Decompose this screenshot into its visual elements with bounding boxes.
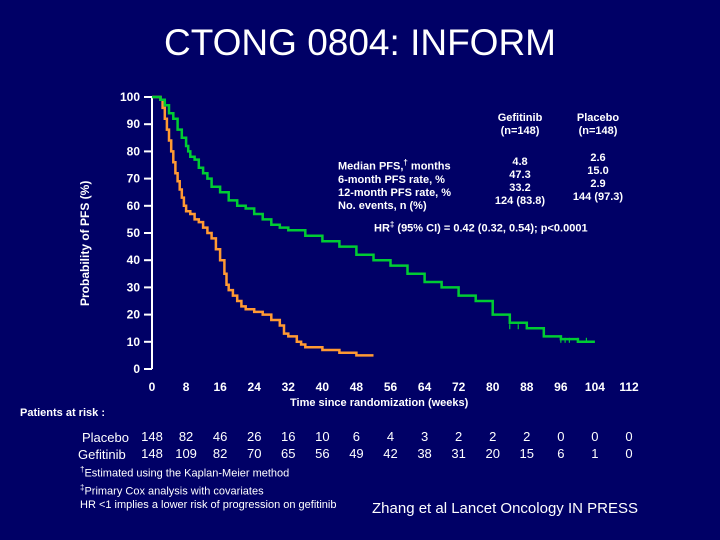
x-tick-label-24: 24 <box>248 380 262 394</box>
gefitinib-12m: 33.2 <box>509 182 531 194</box>
x-tick-label-8: 8 <box>183 380 190 394</box>
y-tick-label-100: 100 <box>120 90 140 104</box>
events-label: No. events, n (%) <box>338 199 427 212</box>
risk-placebo-value: 2 <box>523 429 530 444</box>
y-tick-label-40: 40 <box>127 253 141 267</box>
risk-gefitinib-value: 38 <box>417 446 431 461</box>
risk-placebo-value: 0 <box>591 429 598 444</box>
placebo-stats: 2.6 15.0 2.9 144 (97.3) <box>562 152 634 204</box>
hazard-ratio: HR‡ (95% CI) = 0.42 (0.32, 0.54); p<0.00… <box>374 220 588 235</box>
footnote-3: HR <1 implies a lower risk of progressio… <box>80 499 337 512</box>
gefitinib-6m: 47.3 <box>509 169 531 181</box>
x-tick-label-64: 64 <box>418 380 432 394</box>
x-tick-label-32: 32 <box>282 380 296 394</box>
risk-gefitinib-value: 56 <box>315 446 329 461</box>
risk-gefitinib-value: 109 <box>175 446 197 461</box>
risk-placebo-value: 82 <box>179 429 193 444</box>
gefitinib-median: 4.8 <box>512 156 528 168</box>
placebo-12m: 2.9 <box>590 178 606 190</box>
footnote-1: †Estimated using the Kaplan-Meier method <box>80 465 290 480</box>
x-tick-label-72: 72 <box>452 380 466 394</box>
x-tick-label-16: 16 <box>213 380 227 394</box>
placebo-6m: 15.0 <box>587 165 609 177</box>
legend-placebo: Placebo (n=148) <box>562 112 634 138</box>
six-month-label: 6-month PFS rate, % <box>338 173 445 186</box>
x-tick-label-0: 0 <box>149 380 156 394</box>
x-tick-label-88: 88 <box>520 380 534 394</box>
risk-gefitinib-value: 49 <box>349 446 363 461</box>
y-tick-label-30: 30 <box>127 280 141 294</box>
risk-gefitinib-value: 148 <box>141 446 163 461</box>
legend-gefitinib: Gefitinib (n=148) <box>484 112 556 138</box>
citation: Zhang et al Lancet Oncology IN PRESS <box>372 500 638 517</box>
y-tick-label-70: 70 <box>127 172 141 186</box>
risk-gefitinib-value: 0 <box>625 446 632 461</box>
footnote-2: ‡Primary Cox analysis with covariates <box>80 483 264 498</box>
x-tick-label-40: 40 <box>316 380 330 394</box>
legend-gefitinib-name: Gefitinib <box>497 112 543 124</box>
risk-placebo-label: Placebo <box>82 430 129 445</box>
y-tick-label-90: 90 <box>127 117 141 131</box>
legend-placebo-name: Placebo <box>576 112 620 124</box>
x-tick-label-104: 104 <box>585 380 605 394</box>
y-tick-label-0: 0 <box>133 362 140 376</box>
risk-row-placebo: Placebo <box>0 430 720 446</box>
y-tick-label-60: 60 <box>127 199 141 213</box>
y-tick-label-20: 20 <box>127 308 141 322</box>
placebo-median: 2.6 <box>590 152 606 164</box>
y-tick-label-10: 10 <box>127 335 141 349</box>
x-tick-label-96: 96 <box>554 380 568 394</box>
risk-placebo-value: 16 <box>281 429 295 444</box>
risk-placebo-value: 148 <box>141 429 163 444</box>
x-axis-label: Time since randomization (weeks) <box>290 397 469 409</box>
legend-placebo-n: (n=148) <box>578 125 618 137</box>
curve-placebo <box>152 95 374 357</box>
x-tick-label-80: 80 <box>486 380 500 394</box>
footnotes: †Estimated using the Kaplan-Meier method… <box>80 463 336 513</box>
risk-placebo-value: 4 <box>387 429 394 444</box>
risk-placebo-value: 0 <box>557 429 564 444</box>
risk-placebo-value: 46 <box>213 429 227 444</box>
gefitinib-events: 124 (83.8) <box>494 195 546 207</box>
x-tick-label-56: 56 <box>384 380 398 394</box>
x-tick-label-112: 112 <box>619 380 639 394</box>
risk-gefitinib-value: 65 <box>281 446 295 461</box>
risk-gefitinib-value: 15 <box>520 446 534 461</box>
risk-gefitinib-value: 20 <box>485 446 499 461</box>
placebo-events: 144 (97.3) <box>572 191 624 203</box>
stats-labels: Median PFS,† months 6-month PFS rate, % … <box>338 156 451 213</box>
risk-placebo-value: 2 <box>455 429 462 444</box>
slide-title: CTONG 0804: INFORM <box>163 22 556 63</box>
risk-gefitinib-value: 70 <box>247 446 261 461</box>
y-axis-label: Probability of PFS (%) <box>78 180 92 306</box>
risk-gefitinib-value: 31 <box>451 446 465 461</box>
curve-gefitinib <box>152 95 595 344</box>
risk-placebo-value: 2 <box>489 429 496 444</box>
y-tick-label-80: 80 <box>127 144 141 158</box>
gefitinib-stats: 4.8 47.3 33.2 124 (83.8) <box>484 156 556 208</box>
risk-placebo-value: 6 <box>353 429 360 444</box>
risk-placebo-value: 26 <box>247 429 261 444</box>
risk-gefitinib-value: 42 <box>383 446 397 461</box>
risk-row-gefitinib: Gefitinib <box>0 447 720 463</box>
risk-placebo-value: 3 <box>421 429 428 444</box>
risk-gefitinib-label: Gefitinib <box>78 447 126 462</box>
risk-title: Patients at risk : <box>20 407 105 419</box>
x-tick-label-48: 48 <box>350 380 364 394</box>
risk-gefitinib-value: 1 <box>591 446 598 461</box>
y-tick-label-50: 50 <box>127 226 141 240</box>
legend-gefitinib-n: (n=148) <box>500 125 540 137</box>
risk-placebo-value: 10 <box>315 429 329 444</box>
median-label: Median PFS,† months <box>338 158 451 173</box>
twelve-month-label: 12-month PFS rate, % <box>338 186 452 199</box>
risk-gefitinib-value: 82 <box>213 446 227 461</box>
risk-placebo-value: 0 <box>625 429 632 444</box>
risk-gefitinib-value: 6 <box>557 446 564 461</box>
